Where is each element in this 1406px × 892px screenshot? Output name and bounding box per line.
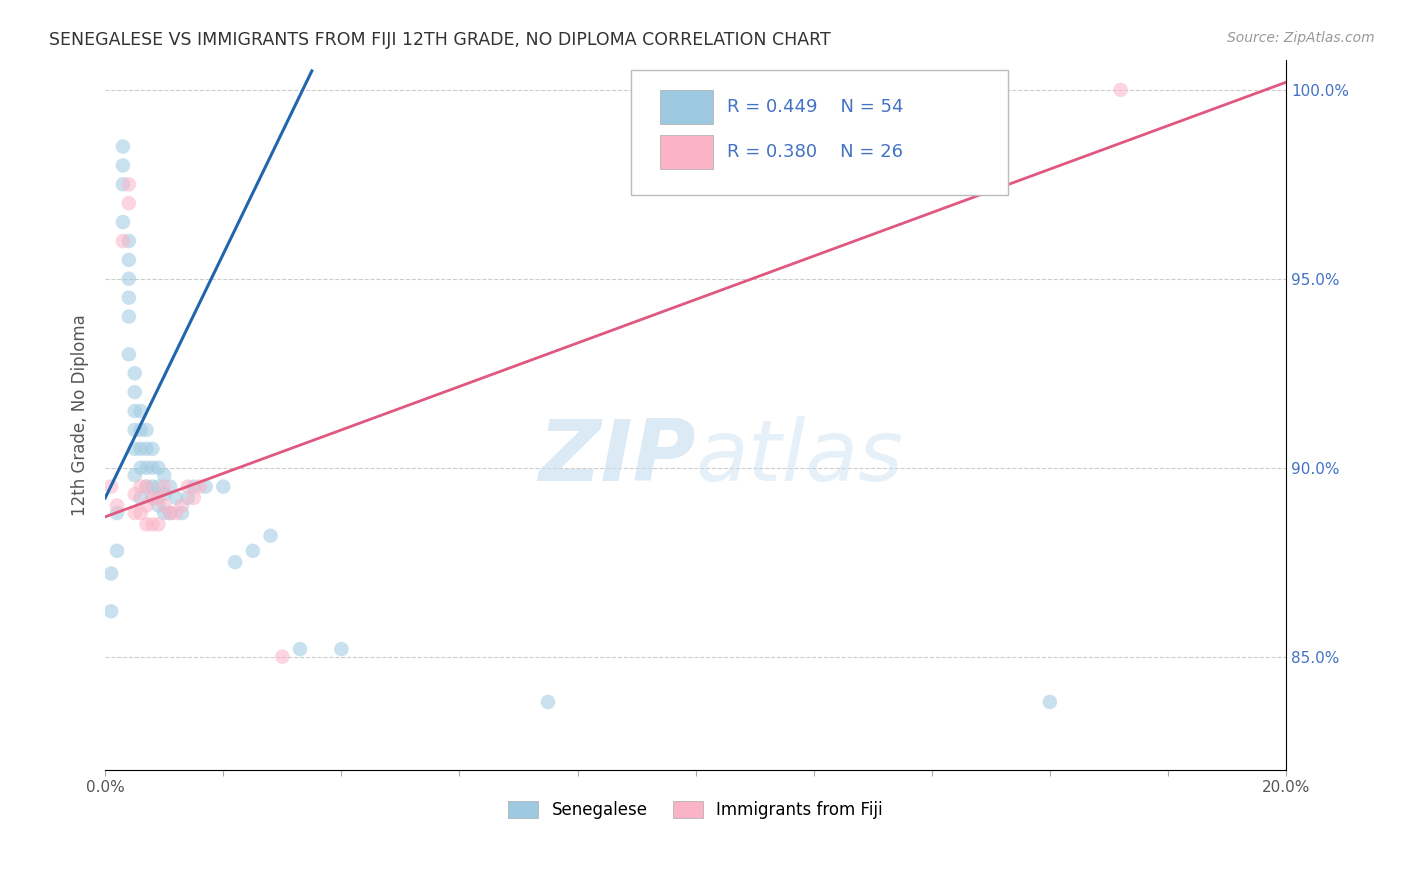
Point: [177, 480, 200, 494]
Point: [170, 506, 193, 520]
Text: Source: ZipAtlas.com: Source: ZipAtlas.com: [1227, 31, 1375, 45]
FancyBboxPatch shape: [661, 90, 713, 124]
Point: [129, 480, 152, 494]
Point: [124, 506, 146, 520]
Y-axis label: 12th Grade, No Diploma: 12th Grade, No Diploma: [72, 314, 89, 516]
FancyBboxPatch shape: [661, 135, 713, 169]
Point: [183, 480, 205, 494]
Point: [129, 404, 152, 418]
Point: [148, 491, 170, 505]
Point: [118, 310, 141, 324]
Point: [111, 178, 134, 192]
Point: [135, 480, 157, 494]
Point: [129, 491, 152, 505]
Legend: Senegalese, Immigrants from Fiji: Senegalese, Immigrants from Fiji: [502, 794, 890, 826]
Point: [124, 468, 146, 483]
Point: [288, 642, 311, 657]
Point: [141, 460, 163, 475]
Point: [118, 272, 141, 286]
Point: [153, 480, 176, 494]
Point: [111, 139, 134, 153]
Point: [159, 506, 181, 520]
Point: [148, 460, 170, 475]
Point: [135, 442, 157, 456]
Text: atlas: atlas: [696, 416, 904, 499]
Point: [100, 566, 122, 581]
Point: [330, 642, 353, 657]
Point: [159, 506, 181, 520]
Point: [111, 234, 134, 248]
Point: [271, 649, 294, 664]
Point: [135, 517, 157, 532]
Point: [100, 480, 122, 494]
Point: [165, 491, 187, 505]
Point: [135, 423, 157, 437]
Point: [118, 252, 141, 267]
Point: [129, 423, 152, 437]
Point: [153, 487, 176, 501]
Text: ZIP: ZIP: [538, 416, 696, 499]
Point: [183, 491, 205, 505]
Point: [177, 491, 200, 505]
Point: [159, 480, 181, 494]
Point: [212, 480, 235, 494]
Point: [118, 178, 141, 192]
Point: [259, 529, 281, 543]
Point: [135, 499, 157, 513]
Point: [118, 291, 141, 305]
Point: [188, 480, 211, 494]
Point: [129, 442, 152, 456]
Point: [141, 517, 163, 532]
Point: [194, 480, 217, 494]
Point: [105, 499, 128, 513]
Point: [153, 499, 176, 513]
Point: [129, 506, 152, 520]
FancyBboxPatch shape: [631, 70, 1008, 194]
Point: [141, 491, 163, 505]
Point: [124, 423, 146, 437]
Point: [111, 215, 134, 229]
Point: [1109, 83, 1132, 97]
Point: [141, 491, 163, 505]
Point: [537, 695, 560, 709]
Point: [148, 499, 170, 513]
Point: [135, 460, 157, 475]
Point: [165, 506, 187, 520]
Point: [124, 442, 146, 456]
Text: R = 0.380    N = 26: R = 0.380 N = 26: [727, 143, 904, 161]
Point: [124, 487, 146, 501]
Text: SENEGALESE VS IMMIGRANTS FROM FIJI 12TH GRADE, NO DIPLOMA CORRELATION CHART: SENEGALESE VS IMMIGRANTS FROM FIJI 12TH …: [49, 31, 831, 49]
Point: [224, 555, 246, 569]
Point: [242, 544, 264, 558]
Point: [148, 480, 170, 494]
Point: [170, 499, 193, 513]
Point: [148, 517, 170, 532]
Point: [124, 366, 146, 380]
Point: [111, 158, 134, 172]
Point: [105, 544, 128, 558]
Point: [118, 234, 141, 248]
Point: [153, 506, 176, 520]
Point: [135, 480, 157, 494]
Text: R = 0.449    N = 54: R = 0.449 N = 54: [727, 98, 904, 116]
Point: [124, 385, 146, 400]
Point: [124, 404, 146, 418]
Point: [100, 604, 122, 618]
Point: [153, 468, 176, 483]
Point: [118, 347, 141, 361]
Point: [129, 460, 152, 475]
Point: [1039, 695, 1062, 709]
Point: [141, 442, 163, 456]
Point: [118, 196, 141, 211]
Point: [141, 480, 163, 494]
Point: [105, 506, 128, 520]
